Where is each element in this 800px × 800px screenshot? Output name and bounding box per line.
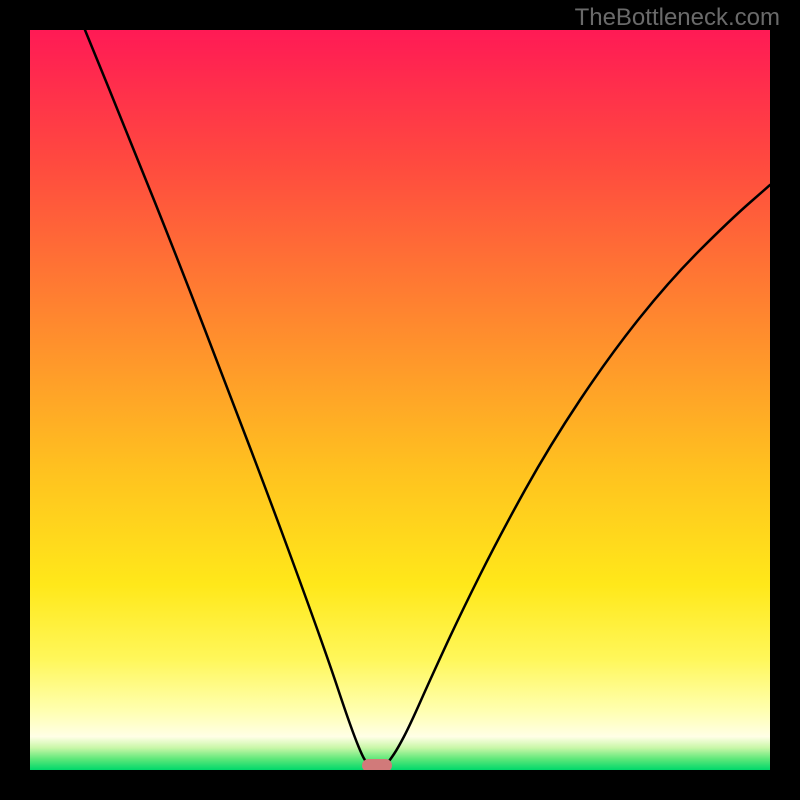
chart-frame: TheBottleneck.com	[0, 0, 800, 800]
bottleneck-curve	[30, 30, 770, 770]
watermark-text: TheBottleneck.com	[575, 4, 780, 32]
optimal-point-marker	[362, 759, 392, 771]
plot-area	[30, 30, 770, 770]
